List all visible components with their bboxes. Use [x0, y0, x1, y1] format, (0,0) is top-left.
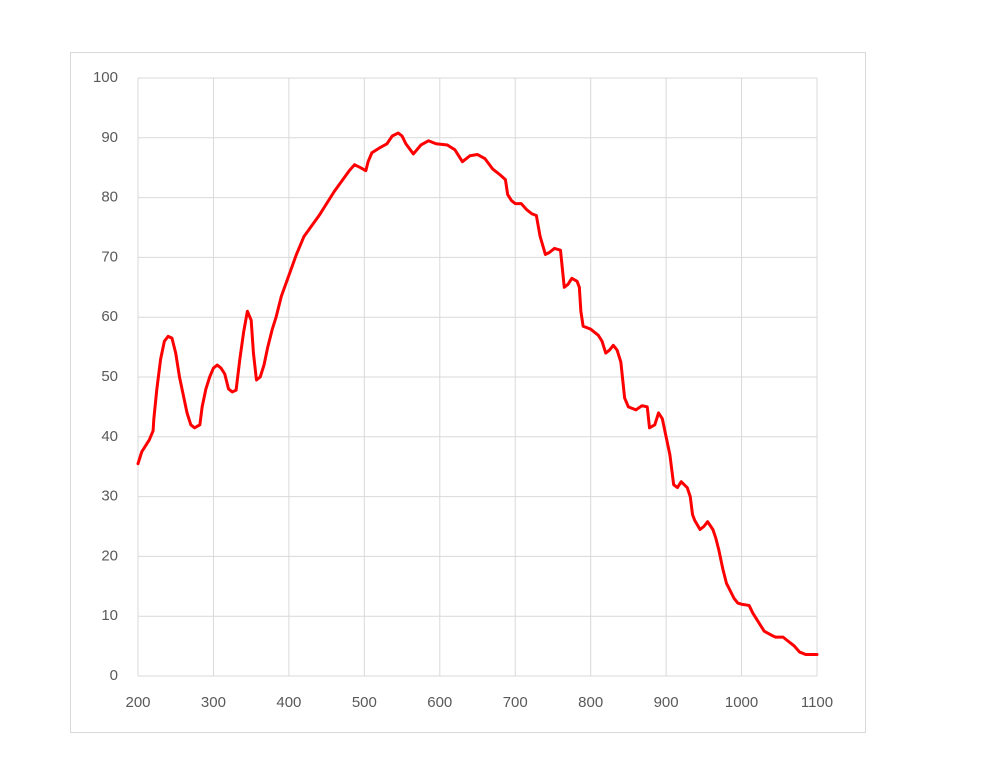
- data-line: [136, 131, 819, 656]
- y-tick-label: 70: [101, 248, 118, 265]
- y-tick-label: 100: [93, 69, 118, 86]
- x-tick-label: 1100: [801, 694, 833, 711]
- x-tick-label: 600: [427, 694, 452, 711]
- y-tick-label: 20: [101, 547, 118, 564]
- x-tick-label: 200: [125, 694, 150, 711]
- x-tick-label: 900: [654, 694, 679, 711]
- y-tick-label: 10: [101, 607, 118, 624]
- x-tick-label: 400: [276, 694, 301, 711]
- y-tick-label: 80: [101, 189, 118, 206]
- y-tick-label: 30: [101, 488, 118, 505]
- y-tick-label: 40: [101, 428, 118, 445]
- x-tick-label: 800: [578, 694, 603, 711]
- y-tick-label: 60: [101, 308, 118, 325]
- x-tick-label: 300: [201, 694, 226, 711]
- x-tick-label: 700: [503, 694, 528, 711]
- y-tick-label: 90: [101, 129, 118, 146]
- chart-frame: [70, 52, 866, 733]
- y-tick-label: 50: [101, 368, 118, 385]
- y-tick-label: 0: [110, 667, 118, 684]
- x-tick-label: 500: [352, 694, 377, 711]
- x-tick-label: 1000: [725, 694, 758, 711]
